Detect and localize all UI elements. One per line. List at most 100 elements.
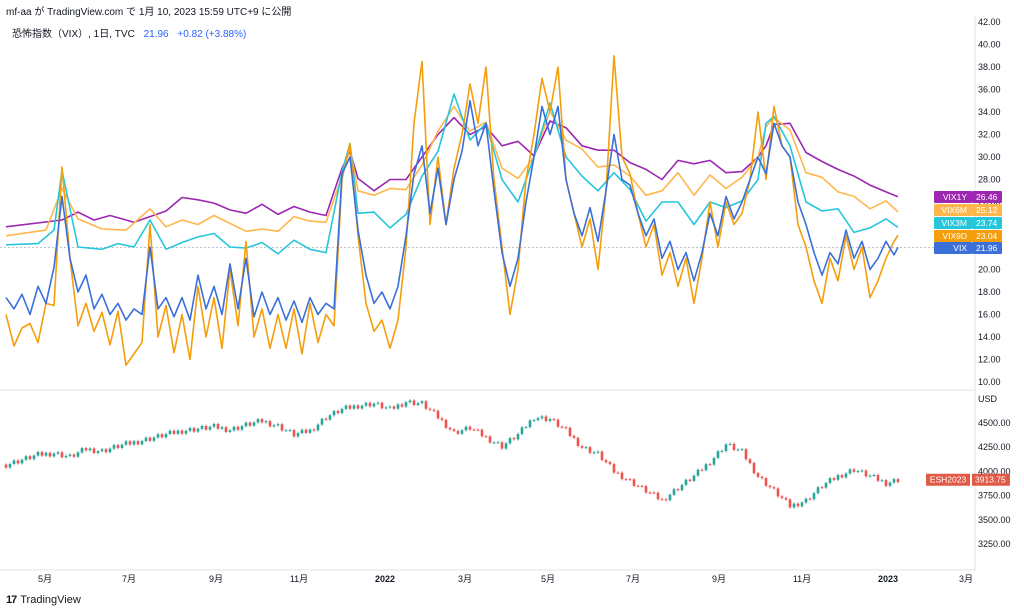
candle-body [292, 430, 296, 437]
candle-body [168, 430, 172, 435]
candle-body [336, 410, 340, 414]
candle-body [484, 436, 488, 438]
price-tag-name: VIX9D [942, 231, 967, 241]
candle-body [580, 445, 584, 448]
x-tick-label: 2023 [878, 574, 898, 584]
candle-body [608, 462, 612, 465]
candle-body [156, 434, 160, 438]
candle-body [536, 418, 540, 421]
candle-body [472, 429, 476, 431]
candle-body [64, 455, 68, 458]
candle-body [464, 426, 468, 431]
candle-body [412, 400, 416, 405]
candle-body [96, 451, 100, 454]
candle-body [492, 442, 496, 444]
candle-body [296, 433, 300, 437]
candle-body [772, 487, 776, 489]
candle-body [584, 447, 588, 449]
candle-body [452, 429, 456, 431]
legend-last-value: 21.96 [143, 29, 169, 40]
vix-y-tick-label: 34.00 [978, 107, 1001, 117]
candle-body [768, 485, 772, 488]
candle-body [308, 429, 312, 433]
candle-body [368, 402, 372, 407]
candle-body [264, 421, 268, 423]
candle-body [572, 436, 576, 438]
x-tick-label: 9月 [712, 574, 726, 584]
candle-body [556, 419, 560, 427]
candle-body [652, 492, 656, 494]
candle-body [680, 484, 684, 491]
price-tag-vix: VIX 21.96 [934, 242, 1002, 254]
candle-body [812, 493, 816, 500]
candle-body [400, 404, 404, 407]
candle-body [4, 464, 8, 468]
candle-body [872, 475, 876, 477]
candle-body [328, 415, 332, 420]
candle-body [656, 492, 660, 500]
candle-body [808, 498, 812, 500]
candle-body [800, 502, 804, 507]
candle-body [780, 496, 784, 498]
price-tag-esh2023: ESH2023 3913.75 [926, 473, 1010, 486]
x-tick-label: 9月 [209, 574, 223, 584]
candle-body [72, 454, 76, 457]
candle-body [224, 427, 228, 432]
candle-body [496, 442, 500, 444]
candle-body [784, 497, 788, 500]
candle-body [196, 428, 200, 432]
candle-body [320, 418, 324, 425]
candle-body [660, 499, 664, 501]
candle-body [620, 472, 624, 480]
candle-body [380, 402, 384, 409]
series-line-vix[interactable] [5, 100, 899, 324]
main-legend[interactable]: 恐怖指数（VIX）, 1日, TVC 21.96 +0.82 (+3.88%) [12, 25, 246, 40]
vix-y-tick-label: 10.00 [978, 377, 1001, 387]
legend-title: 恐怖指数（VIX）, 1日, TVC [12, 29, 135, 40]
candle-body [340, 408, 344, 414]
candle-body [540, 416, 544, 419]
es-y-tick-label: USD [978, 394, 998, 404]
x-axis[interactable]: 5月 7月 9月 11月 2022 3月 5月 7月 9月 11月 2023 3月 [38, 574, 973, 584]
candle-body [52, 453, 56, 457]
candle-body [136, 441, 140, 445]
candle-body [396, 404, 400, 409]
candle-body [240, 426, 244, 430]
tradingview-branding[interactable]: 17 TradingView [6, 594, 81, 606]
vix-panel [0, 54, 975, 366]
candle-body [428, 408, 432, 410]
candle-body [560, 426, 564, 428]
candle-body [332, 410, 336, 416]
candle-body [104, 449, 108, 453]
candle-body [372, 403, 376, 407]
es-y-axis[interactable]: USD 4500.00 4250.00 4000.00 3750.00 3500.00 32… [978, 394, 1011, 549]
candle-body [828, 478, 832, 483]
candle-body [488, 436, 492, 443]
candle-body [648, 492, 652, 494]
candle-body [444, 419, 448, 428]
x-tick-label: 11月 [290, 574, 308, 584]
candle-body [876, 475, 880, 481]
candle-body [88, 448, 92, 451]
candle-body [284, 430, 288, 432]
candle-body [28, 456, 32, 460]
series-line-vix9d[interactable] [5, 54, 899, 366]
candle-body [796, 503, 800, 507]
series-line-vix3m[interactable] [5, 93, 899, 255]
candle-body [68, 454, 72, 456]
candle-body [92, 448, 96, 454]
x-tick-label: 3月 [959, 574, 973, 584]
candle-body [844, 473, 848, 478]
candle-body [816, 487, 820, 494]
candle-body [108, 448, 112, 453]
candle-body [532, 420, 536, 422]
tradingview-logo-icon: 17 [6, 594, 17, 606]
candle-body [360, 405, 364, 409]
candle-body [668, 494, 672, 501]
candle-body [436, 410, 440, 419]
candle-body [564, 427, 568, 429]
candle-body [896, 479, 900, 483]
candle-body [724, 444, 728, 451]
candle-body [204, 426, 208, 430]
